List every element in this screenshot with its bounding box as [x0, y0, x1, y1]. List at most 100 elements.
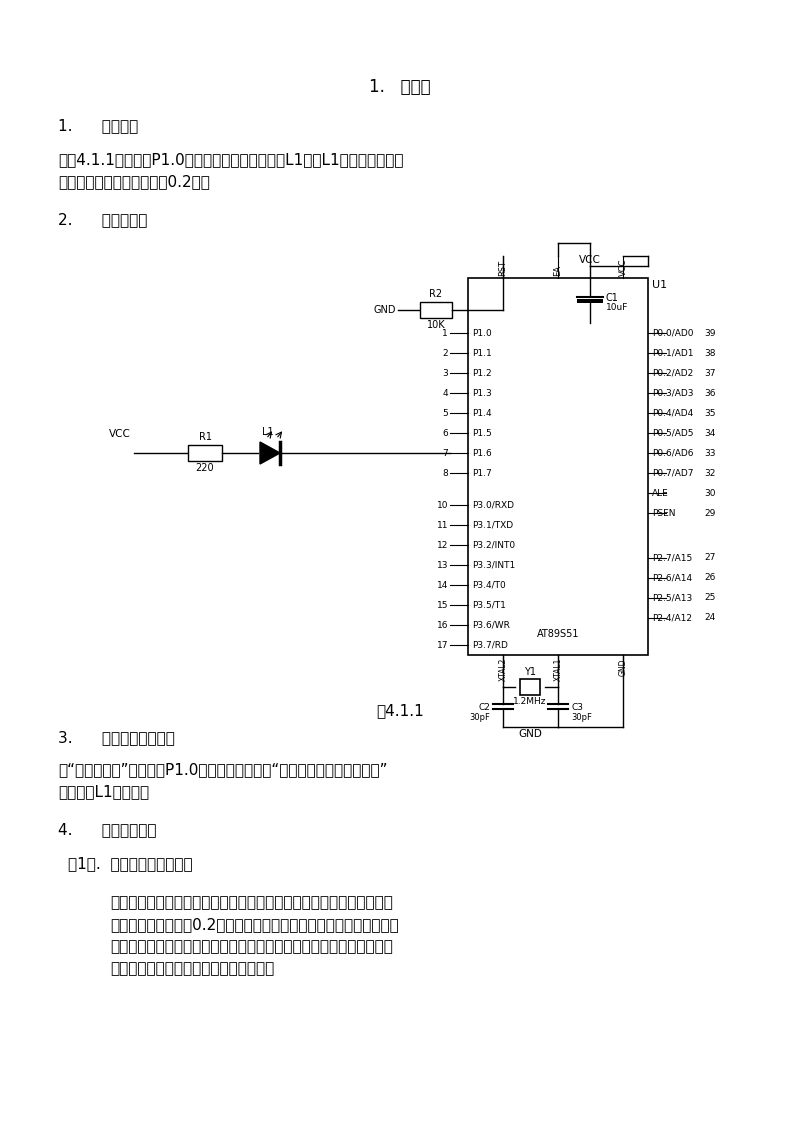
Text: 如图4.1.1所示：在P1.0端口上接一个发光二极管L1，使L1在不停地一亮一: 如图4.1.1所示：在P1.0端口上接一个发光二极管L1，使L1在不停地一亮一 — [58, 152, 403, 168]
Text: 10uF: 10uF — [606, 302, 628, 311]
Text: P0.3/AD3: P0.3/AD3 — [652, 388, 694, 397]
Text: VCC: VCC — [579, 255, 601, 265]
Text: 区域中的L1端口上。: 区域中的L1端口上。 — [58, 784, 149, 799]
Text: VCC: VCC — [618, 258, 627, 276]
Text: 求的闪烁时间间隔为0.2秒，相对于微秒来说，相差太大，所以我们在: 求的闪烁时间间隔为0.2秒，相对于微秒来说，相差太大，所以我们在 — [110, 917, 398, 932]
Text: 5: 5 — [442, 409, 448, 418]
Text: 序是如何设计呢？下面具体介绍其原理：: 序是如何设计呢？下面具体介绍其原理： — [110, 961, 274, 976]
Text: 8: 8 — [442, 469, 448, 478]
Text: 1.   闪烁灯: 1. 闪烁灯 — [369, 78, 431, 96]
Text: 16: 16 — [437, 620, 448, 629]
Text: 29: 29 — [705, 508, 716, 517]
Polygon shape — [577, 299, 603, 303]
Text: 17: 17 — [437, 641, 448, 650]
Text: P3.7/RD: P3.7/RD — [472, 641, 508, 650]
Text: 30: 30 — [705, 489, 716, 497]
Text: C3: C3 — [571, 703, 583, 712]
Text: U1: U1 — [652, 280, 667, 290]
Bar — [468, 278, 648, 655]
Text: 33: 33 — [705, 448, 716, 457]
Text: 39: 39 — [705, 328, 716, 337]
Text: P3.0/RXD: P3.0/RXD — [472, 500, 514, 509]
Text: P1.7: P1.7 — [472, 469, 492, 478]
Text: 24: 24 — [705, 614, 716, 623]
Text: 7: 7 — [442, 448, 448, 457]
Text: 10: 10 — [437, 500, 448, 509]
Text: P3.5/T1: P3.5/T1 — [472, 600, 506, 609]
Text: P2.5/A13: P2.5/A13 — [652, 593, 692, 602]
Text: 37: 37 — [705, 369, 716, 377]
Text: P0.5/AD5: P0.5/AD5 — [652, 429, 694, 437]
Text: 4.      程序设计内容: 4. 程序设计内容 — [58, 822, 157, 837]
Text: XTAL1: XTAL1 — [554, 658, 562, 681]
Text: P0.6/AD6: P0.6/AD6 — [652, 448, 694, 457]
Text: 38: 38 — [705, 349, 716, 358]
Text: 220: 220 — [196, 463, 214, 473]
Text: 2: 2 — [442, 349, 448, 358]
Text: 25: 25 — [705, 593, 716, 602]
Bar — [420, 302, 452, 318]
Bar — [188, 445, 222, 461]
Text: 1.      实验任务: 1. 实验任务 — [58, 118, 138, 132]
Text: 3.      系统板上硬件连线: 3. 系统板上硬件连线 — [58, 730, 175, 745]
Text: P3.2/INT0: P3.2/INT0 — [472, 540, 515, 549]
Text: 1: 1 — [442, 328, 448, 337]
Text: 35: 35 — [705, 409, 716, 418]
Text: 把“单片机系统”区域中的P1.0端口用导线连接到“八路发光二极管指示模块”: 把“单片机系统”区域中的P1.0端口用导线连接到“八路发光二极管指示模块” — [58, 762, 387, 777]
Text: 15: 15 — [437, 600, 448, 609]
Text: 13: 13 — [437, 560, 448, 569]
Text: VCC: VCC — [109, 429, 131, 439]
Text: 11: 11 — [437, 521, 448, 530]
Bar — [520, 679, 540, 695]
Text: P3.3/INT1: P3.3/INT1 — [472, 560, 515, 569]
Text: 26: 26 — [705, 574, 716, 583]
Text: PSEN: PSEN — [652, 508, 675, 517]
Text: 32: 32 — [705, 469, 716, 478]
Text: GND: GND — [618, 658, 627, 676]
Text: RST: RST — [498, 260, 507, 276]
Text: L1: L1 — [262, 427, 274, 437]
Text: 3: 3 — [442, 369, 448, 377]
Text: R2: R2 — [430, 289, 442, 299]
Text: P2.6/A14: P2.6/A14 — [652, 574, 692, 583]
Text: 2.      电路原理图: 2. 电路原理图 — [58, 212, 147, 228]
Text: P1.4: P1.4 — [472, 409, 492, 418]
Text: AT89S51: AT89S51 — [537, 629, 579, 638]
Text: P1.0: P1.0 — [472, 328, 492, 337]
Text: GND: GND — [374, 305, 396, 315]
Text: P3.1/TXD: P3.1/TXD — [472, 521, 513, 530]
Text: XTAL2: XTAL2 — [498, 658, 507, 681]
Text: P1.1: P1.1 — [472, 349, 492, 358]
Text: P0.0/AD0: P0.0/AD0 — [652, 328, 694, 337]
Text: 6: 6 — [442, 429, 448, 437]
Text: GND: GND — [518, 729, 542, 739]
Text: P0.4/AD4: P0.4/AD4 — [652, 409, 694, 418]
Text: 作为单片机的指令的执行的时间是很短，数量大微秒级，因此，我们要: 作为单片机的指令的执行的时间是很短，数量大微秒级，因此，我们要 — [110, 895, 393, 910]
Text: P0.7/AD7: P0.7/AD7 — [652, 469, 694, 478]
Text: 34: 34 — [705, 429, 716, 437]
Text: 4: 4 — [442, 388, 448, 397]
Text: （1）.  延时程序的设计方法: （1）. 延时程序的设计方法 — [68, 856, 193, 871]
Text: 36: 36 — [705, 388, 716, 397]
Text: Y1: Y1 — [524, 667, 536, 677]
Text: 30pF: 30pF — [469, 712, 490, 721]
Text: C2: C2 — [478, 703, 490, 712]
Text: P0.1/AD1: P0.1/AD1 — [652, 349, 694, 358]
Text: P1.2: P1.2 — [472, 369, 492, 377]
Text: C1: C1 — [606, 293, 619, 303]
Text: 27: 27 — [705, 554, 716, 563]
Text: 30pF: 30pF — [571, 712, 592, 721]
Text: ALE: ALE — [652, 489, 669, 497]
Text: 图4.1.1: 图4.1.1 — [376, 703, 424, 718]
Text: EA: EA — [554, 265, 562, 276]
Polygon shape — [260, 441, 280, 464]
Text: 1.2MHz: 1.2MHz — [514, 697, 546, 706]
Text: P2.4/A12: P2.4/A12 — [652, 614, 692, 623]
Text: P3.4/T0: P3.4/T0 — [472, 581, 506, 590]
Text: 12: 12 — [437, 540, 448, 549]
Text: P0.2/AD2: P0.2/AD2 — [652, 369, 694, 377]
Text: P2.7/A15: P2.7/A15 — [652, 554, 692, 563]
Text: P1.5: P1.5 — [472, 429, 492, 437]
Text: P3.6/WR: P3.6/WR — [472, 620, 510, 629]
Text: R1: R1 — [198, 432, 211, 441]
